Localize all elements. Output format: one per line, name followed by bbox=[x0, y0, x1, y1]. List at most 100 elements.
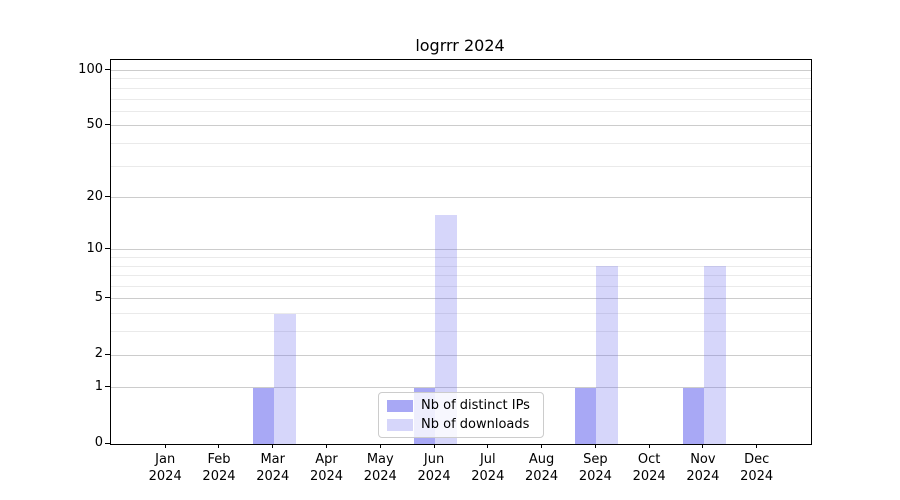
y-tick-mark-2 bbox=[105, 353, 110, 355]
x-tick-mark-feb bbox=[218, 444, 220, 448]
x-tick-label-sep: Sep 2024 bbox=[563, 451, 627, 485]
x-tick-mark-jun bbox=[433, 444, 435, 448]
y-tick-label-50: 50 bbox=[86, 116, 103, 132]
x-tick-mark-nov bbox=[702, 444, 704, 448]
legend-label-downloads: Nb of downloads bbox=[421, 417, 530, 432]
x-tick-year: 2024 bbox=[202, 469, 236, 484]
bar-mar-distinct-ips bbox=[252, 387, 274, 444]
gridline-y-80 bbox=[111, 87, 811, 89]
y-tick-label-10: 10 bbox=[86, 240, 103, 256]
x-tick-label-mar: Mar 2024 bbox=[241, 451, 305, 485]
gridline-y-6 bbox=[111, 286, 811, 288]
bar-nov-downloads bbox=[703, 266, 726, 444]
gridline-y-5 bbox=[111, 298, 811, 300]
legend: Nb of distinct IPs Nb of downloads bbox=[378, 392, 544, 438]
bar-sep-downloads bbox=[596, 266, 619, 444]
x-tick-month: Feb bbox=[207, 452, 231, 467]
y-tick-mark-50 bbox=[105, 124, 110, 126]
x-tick-label-oct: Oct 2024 bbox=[617, 451, 681, 485]
gridline-y-10 bbox=[111, 249, 811, 251]
x-tick-year: 2024 bbox=[740, 469, 774, 484]
gridline-y-30 bbox=[111, 165, 811, 167]
legend-entry-distinct-ips: Nb of distinct IPs bbox=[387, 398, 535, 413]
x-tick-month: Oct bbox=[637, 452, 661, 467]
gridline-y-9 bbox=[111, 257, 811, 259]
x-tick-year: 2024 bbox=[632, 469, 666, 484]
gridline-y-60 bbox=[111, 110, 811, 112]
y-tick-mark-5 bbox=[105, 297, 110, 299]
x-tick-month: Aug bbox=[528, 452, 555, 467]
x-tick-month: Jul bbox=[479, 452, 496, 467]
x-tick-label-may: May 2024 bbox=[348, 451, 412, 485]
x-tick-month: Jan bbox=[155, 452, 176, 467]
plot-area: Nb of distinct IPs Nb of downloads bbox=[110, 59, 812, 445]
bar-sep-distinct-ips bbox=[575, 387, 597, 444]
x-tick-mark-sep bbox=[594, 444, 596, 448]
x-tick-label-jun: Jun 2024 bbox=[402, 451, 466, 485]
x-tick-year: 2024 bbox=[363, 469, 397, 484]
gridline-y-2 bbox=[111, 354, 811, 356]
x-tick-mark-jul bbox=[487, 444, 489, 448]
y-tick-mark-10 bbox=[105, 248, 110, 250]
x-tick-mark-apr bbox=[326, 444, 327, 448]
x-tick-label-jul: Jul 2024 bbox=[456, 451, 520, 485]
x-tick-year: 2024 bbox=[148, 469, 182, 484]
x-tick-month: Mar bbox=[260, 452, 285, 467]
legend-label-distinct-ips: Nb of distinct IPs bbox=[421, 398, 530, 413]
gridline-y-100 bbox=[111, 70, 811, 71]
x-tick-year: 2024 bbox=[578, 469, 612, 484]
y-tick-mark-0 bbox=[105, 442, 110, 444]
y-tick-label-100: 100 bbox=[78, 61, 103, 77]
x-tick-month: Jun bbox=[423, 452, 445, 467]
x-tick-label-dec: Dec 2024 bbox=[725, 451, 789, 485]
y-tick-mark-1 bbox=[105, 386, 110, 388]
gridline-y-40 bbox=[111, 142, 811, 144]
y-tick-label-20: 20 bbox=[86, 188, 103, 204]
x-tick-month: May bbox=[366, 452, 394, 467]
x-tick-year: 2024 bbox=[471, 469, 505, 484]
x-tick-month: Dec bbox=[744, 452, 770, 467]
chart-title: logrrr 2024 bbox=[415, 36, 505, 55]
x-tick-month: Apr bbox=[315, 452, 338, 467]
gridline-y-7 bbox=[111, 275, 811, 277]
gridline-y-3 bbox=[111, 331, 811, 333]
x-tick-label-jan: Jan 2024 bbox=[133, 451, 197, 485]
x-tick-mark-mar bbox=[272, 444, 274, 448]
legend-swatch-downloads bbox=[387, 418, 413, 431]
x-tick-month: Sep bbox=[583, 452, 608, 467]
x-tick-year: 2024 bbox=[686, 469, 720, 484]
bar-mar-downloads bbox=[273, 313, 296, 444]
gridline-y-4 bbox=[111, 313, 811, 315]
x-tick-year: 2024 bbox=[309, 469, 344, 484]
x-tick-year: 2024 bbox=[525, 469, 559, 484]
legend-swatch-distinct-ips bbox=[387, 399, 413, 412]
x-tick-month: Nov bbox=[690, 452, 716, 467]
gridline-y-1 bbox=[111, 387, 811, 389]
y-tick-mark-20 bbox=[105, 196, 110, 198]
gridline-y-8 bbox=[111, 265, 811, 267]
y-tick-label-5: 5 bbox=[94, 289, 103, 305]
gridline-y-50 bbox=[111, 125, 811, 127]
x-tick-label-nov: Nov 2024 bbox=[671, 451, 735, 485]
y-tick-label-1: 1 bbox=[94, 378, 103, 394]
x-tick-label-apr: Apr 2024 bbox=[295, 451, 359, 485]
x-tick-label-aug: Aug 2024 bbox=[510, 451, 574, 485]
bar-jun-downloads bbox=[435, 214, 458, 444]
gridline-y-20 bbox=[111, 197, 811, 199]
x-tick-year: 2024 bbox=[256, 469, 290, 484]
x-tick-mark-may bbox=[379, 444, 381, 448]
x-tick-mark-jan bbox=[164, 444, 166, 448]
x-tick-year: 2024 bbox=[417, 469, 451, 484]
x-tick-label-feb: Feb 2024 bbox=[187, 451, 251, 485]
x-tick-mark-oct bbox=[648, 444, 650, 448]
gridline-y-70 bbox=[111, 98, 811, 100]
legend-entry-downloads: Nb of downloads bbox=[387, 417, 535, 432]
y-tick-label-0: 0 bbox=[94, 435, 103, 450]
gridline-y-90 bbox=[111, 78, 811, 80]
y-tick-mark-100 bbox=[105, 69, 110, 70]
y-tick-label-2: 2 bbox=[94, 346, 103, 362]
bar-nov-distinct-ips bbox=[682, 387, 704, 444]
x-tick-mark-dec bbox=[756, 444, 758, 448]
x-tick-mark-aug bbox=[541, 444, 543, 448]
